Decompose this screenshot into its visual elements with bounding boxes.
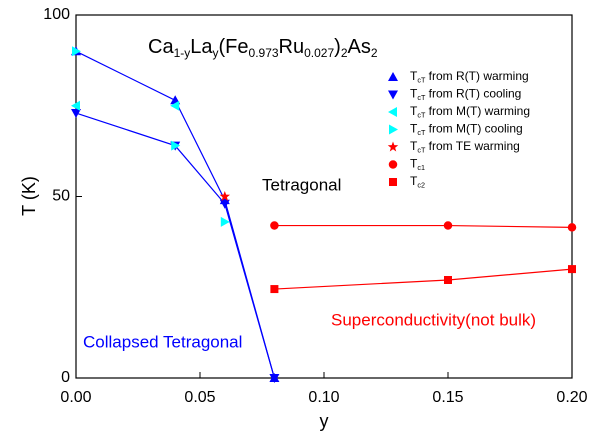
legend-label: Tc1 [410, 157, 425, 172]
legend-label: TcT from M(T) warming [410, 104, 530, 119]
y-tick-label: 50 [52, 188, 70, 205]
series-line [274, 224, 573, 228]
data-point [220, 216, 230, 227]
data-point [567, 223, 577, 232]
legend-label: TcT from R(T) cooling [410, 87, 521, 102]
data-point [443, 221, 453, 230]
y-tick-label: 100 [43, 6, 70, 23]
annotation: Tetragonal [262, 175, 341, 194]
annotation: Superconductivity(not bulk) [331, 310, 536, 329]
data-point [269, 374, 280, 383]
legend-marker [388, 160, 398, 169]
data-point [568, 265, 576, 274]
legend-marker [388, 107, 397, 117]
legend-marker [389, 124, 398, 135]
x-tick-label: 0.15 [432, 389, 463, 406]
legend-marker [388, 72, 398, 81]
legend-marker [389, 178, 397, 186]
legend-label: TcT from R(T) warming [410, 69, 529, 84]
data-point [270, 221, 279, 230]
x-tick-label: 0.20 [556, 389, 587, 406]
y-axis-label: T (K) [19, 176, 39, 216]
data-point [71, 109, 81, 119]
x-tick-label: 0.10 [308, 389, 339, 406]
data-point [71, 100, 80, 111]
data-point [72, 46, 81, 57]
data-point [171, 140, 181, 151]
series-line [75, 112, 275, 379]
legend-marker [388, 90, 398, 100]
series-line [274, 268, 573, 290]
chart-title: Ca1-yLay(Fe0.973Ru0.027)2As2 [148, 36, 378, 60]
data-point [219, 199, 230, 209]
legend-label: TcT from TE warming [410, 139, 520, 154]
y-tick-label: 0 [61, 369, 70, 386]
data-point [170, 100, 180, 111]
x-axis-label: y [320, 411, 329, 431]
data-point [270, 285, 279, 294]
data-point [219, 191, 231, 201]
legend-label: TcT from M(T) cooling [410, 122, 523, 137]
x-tick-label: 0.00 [60, 389, 91, 406]
data-point [444, 275, 452, 284]
x-tick-label: 0.05 [184, 389, 215, 406]
legend-marker [387, 141, 399, 152]
legend-label: Tc2 [410, 174, 425, 189]
annotation: Collapsed Tetragonal [83, 332, 242, 351]
